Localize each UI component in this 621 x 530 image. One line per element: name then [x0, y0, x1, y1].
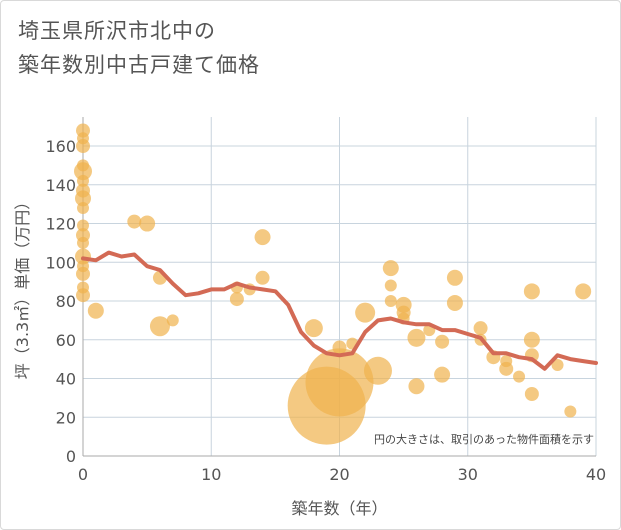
bubble-point [408, 378, 425, 395]
bubble-point [77, 236, 89, 249]
y-tick-label: 80 [56, 292, 76, 311]
x-tick-labels: 0 10 20 30 40 [78, 465, 606, 484]
grid-lines [82, 117, 597, 457]
y-tick-label: 40 [56, 370, 76, 389]
x-tick-label: 0 [78, 465, 88, 484]
chart-title: 埼玉県所沢市北中の 築年数別中古戸建て価格 [18, 14, 260, 82]
bubble-point [384, 295, 397, 308]
bubble-point [435, 334, 450, 349]
bubble-point [407, 328, 426, 347]
trend-line-layer [81, 250, 598, 371]
bubble-point [434, 366, 451, 383]
x-tick-label: 20 [329, 465, 349, 484]
y-tick-label: 100 [45, 253, 76, 272]
bubble-point [77, 132, 89, 145]
bubble-point [305, 348, 374, 417]
bubble-point [382, 260, 399, 277]
bubble-point [77, 281, 89, 294]
bubble-point [166, 314, 179, 327]
bubble-point [87, 302, 104, 319]
chart-title-line-1: 埼玉県所沢市北中の [18, 19, 216, 43]
bubble-point [446, 269, 463, 286]
x-tick-label: 10 [201, 465, 221, 484]
bubble-point [500, 355, 513, 368]
bubble-point [332, 340, 347, 355]
bubble-point [139, 215, 156, 232]
bubble-point [77, 159, 89, 172]
y-tick-label: 140 [45, 176, 76, 195]
bubble-point [77, 202, 89, 215]
bubble-point [575, 283, 592, 300]
bubble-point [564, 405, 577, 418]
chart-title-line-2: 築年数別中古戸建て価格 [18, 53, 260, 77]
bubble-point [149, 316, 170, 337]
bubble-point [513, 370, 526, 383]
bubble-point [524, 387, 539, 402]
bubble-point [473, 321, 488, 336]
x-tick-label: 30 [458, 465, 478, 484]
y-tick-label: 0 [66, 447, 76, 466]
y-tick-label: 160 [45, 137, 76, 156]
bubble-point [255, 270, 270, 285]
bubble-point [77, 260, 89, 273]
bubble-point [363, 356, 392, 385]
bubble-point [77, 219, 89, 232]
average-price-line [81, 250, 598, 371]
bubble-size-note: 円の大きさは、取引のあった物件面積を示す [374, 432, 594, 446]
y-tick-label: 120 [45, 215, 76, 234]
x-tick-label: 40 [586, 465, 606, 484]
y-tick-label: 60 [56, 331, 76, 350]
y-tick-labels: 0 20 40 60 80 100 120 140 160 [45, 137, 76, 466]
bubble-point [127, 214, 142, 229]
bubble-point [76, 183, 90, 198]
bubble-point [229, 292, 244, 307]
bubble-point [551, 358, 564, 371]
bubble-point [254, 229, 271, 246]
y-axis-label: 坪（3.3㎡）単価（万円） [13, 194, 32, 379]
bubble-point [304, 319, 323, 338]
bubble-point [384, 279, 397, 292]
bubble-point [355, 302, 376, 323]
y-tick-label: 20 [56, 408, 76, 427]
bubble-point [77, 174, 89, 187]
bubble-point [523, 331, 540, 348]
bubble-layer [74, 123, 592, 445]
x-axis-label: 築年数（年） [291, 499, 387, 518]
bubble-point [523, 283, 540, 300]
bubble-point [446, 294, 463, 311]
